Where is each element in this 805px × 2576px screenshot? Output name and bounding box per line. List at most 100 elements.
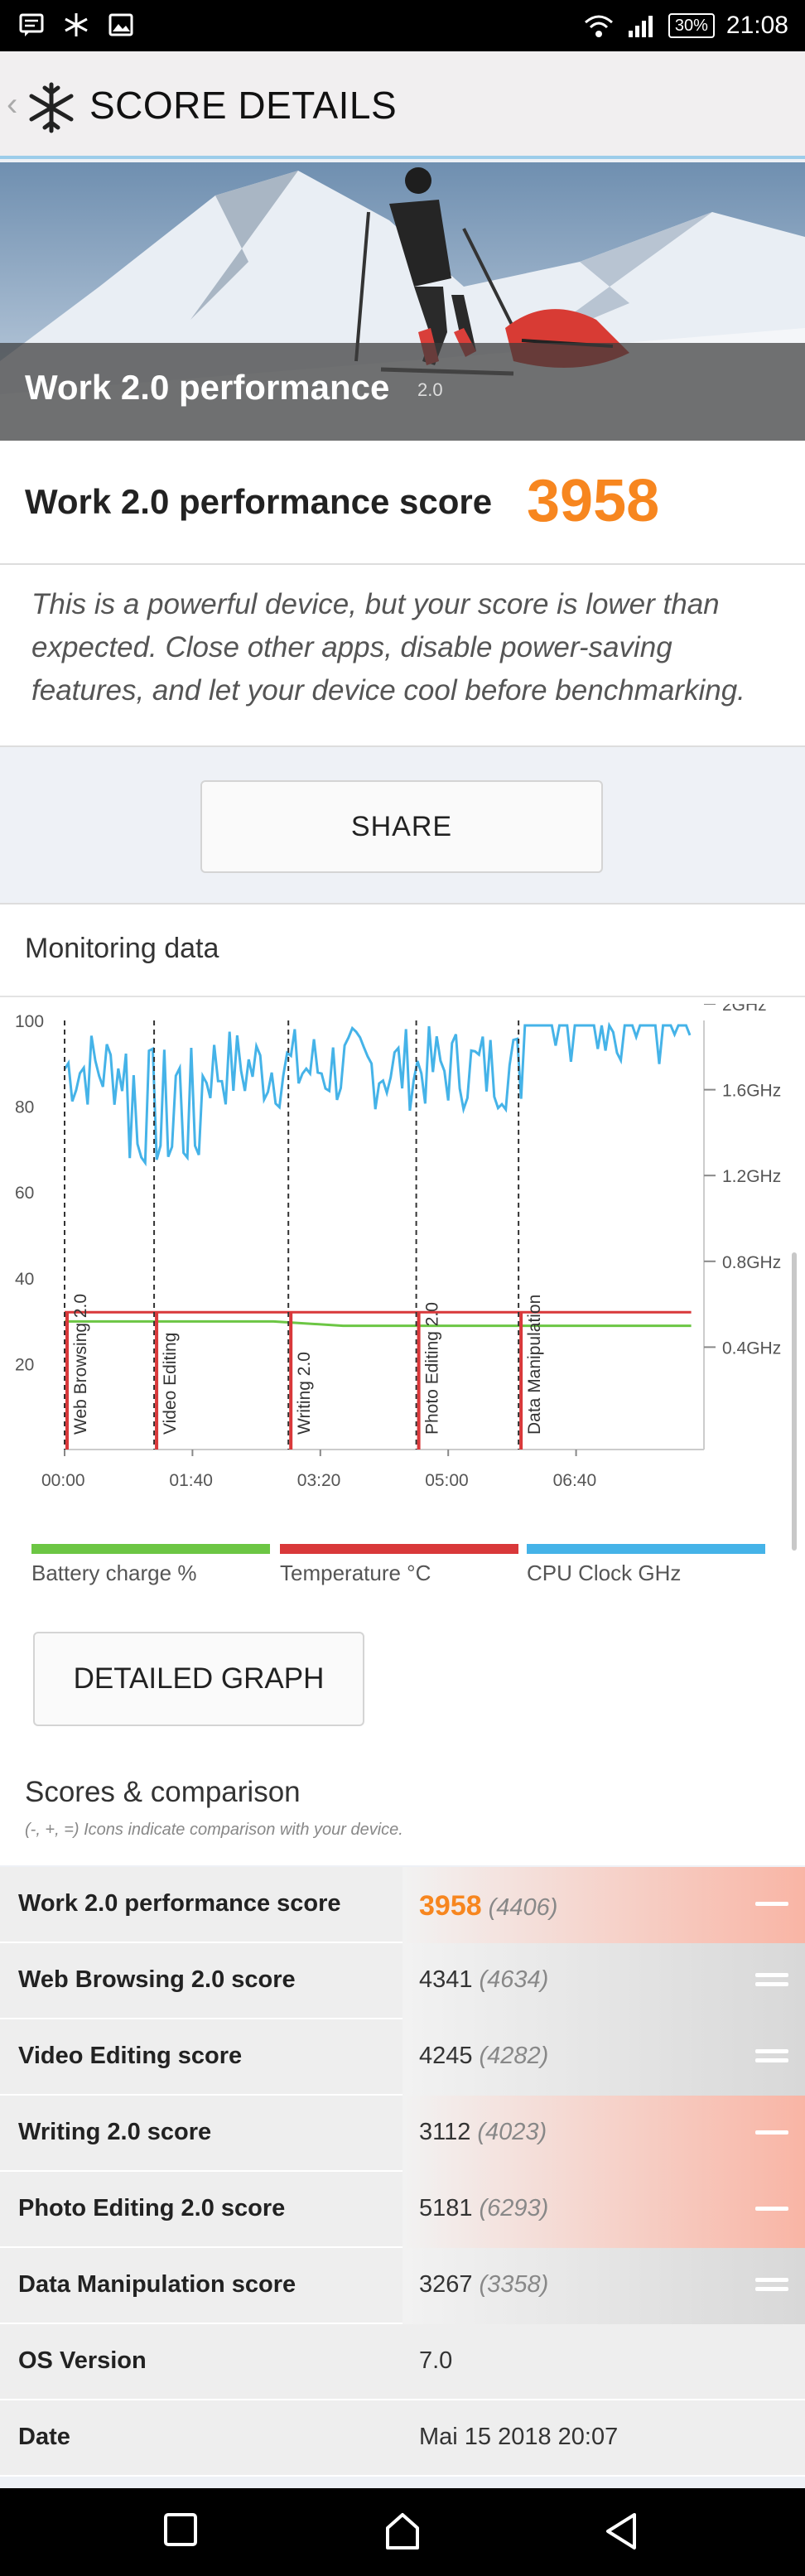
y-right-tick-label: 0.8GHz [722,1253,781,1272]
score-row-value: 3958 (4406) [419,1890,557,1922]
comparison-score: (6293) [479,2195,549,2221]
score-row-label: Web Browsing 2.0 score [18,1966,296,1993]
minus-icon [755,2130,788,2139]
share-button[interactable]: SHARE [200,780,603,873]
hero-version: 2.0 [417,379,443,400]
navigation-bar [0,2488,805,2576]
score-row-value-cell: 4245 (4282) [402,2019,805,2096]
back-icon[interactable] [603,2511,639,2551]
score-message-card: This is a powerful device, but your scor… [0,565,805,747]
score-row-label: Writing 2.0 score [18,2119,212,2145]
score-row-value: 3267 (3358) [419,2271,548,2299]
equal-icon [755,1973,788,1991]
message-icon [19,13,44,36]
hero-title: Work 2.0 performance [25,368,390,407]
divider [0,996,805,997]
icon-bar [755,2058,788,2062]
battery-series-line [65,1319,692,1328]
comparison-score: (3358) [479,2271,549,2298]
icon-bar [755,1973,788,1977]
home-icon[interactable] [383,2511,422,2551]
score-row-value: 3112 (4023) [419,2119,547,2146]
legend-swatch [31,1544,270,1554]
x-tick-label: 01:40 [169,1471,213,1490]
snowflake-logo-icon[interactable] [25,81,78,134]
x-tick-label: 05:00 [425,1471,469,1490]
score-row-label: Video Editing score [18,2043,243,2069]
x-tick-label: 06:40 [553,1471,597,1490]
minus-icon [755,2207,788,2216]
monitoring-card: Monitoring data 20 40 60 80 100 0.4GHz 0.8GHz 1… [0,903,805,1865]
back-chevron-icon[interactable]: ‹ [7,86,18,123]
comparison-score: (4634) [479,1966,549,1993]
hero-banner: Work 2.0 performance 2.0 [0,162,805,441]
image-icon [108,13,133,36]
scores-subtitle: (-, +, =) Icons indicate comparison with… [25,1821,403,1839]
score-row-value-cell: Mai 15 2018 20:07 [402,2400,805,2477]
y-tick-label: 100 [15,1012,44,1031]
comparison-score: (4023) [477,2119,547,2145]
score-label: Work 2.0 performance score [25,482,493,521]
clock: 21:08 [725,12,788,39]
score-row-value-cell: 3958 (4406) [402,1867,805,1943]
segment-label: Photo Editing 2.0 [423,1302,442,1435]
y-tick-label: 40 [15,1270,34,1289]
score-value: 3112 [419,2119,471,2145]
score-row-label: OS Version [18,2347,147,2374]
scrollbar[interactable] [792,1252,797,1551]
legend-swatch [280,1544,518,1554]
score-row-value-cell: 7.0 [402,2324,805,2400]
cpu-clock-series-line [63,1021,692,1167]
score-value: 3267 [419,2271,473,2298]
score-row-value: 4341 (4634) [419,1966,548,1994]
score-row-value: 7.0 [419,2347,452,2375]
status-bar: 30% 21:08 [0,0,805,51]
legend-battery: Battery charge % [31,1544,270,1586]
equal-icon [755,2278,788,2296]
y-right-tick-label: 2GHz [722,1004,767,1015]
score-row-label: Photo Editing 2.0 score [18,2195,286,2221]
score-row: Writing 2.0 score 3112 (4023) [0,2096,805,2172]
snowflake-icon [65,13,88,36]
y-right-tick-label: 0.4GHz [722,1339,781,1358]
score-row-value: 4245 (4282) [419,2043,548,2070]
x-tick-label: 03:20 [297,1471,341,1490]
y-right-tick-label: 1.6GHz [722,1082,781,1101]
detailed-graph-button[interactable]: DETAILED GRAPH [33,1632,364,1726]
score-value: 3958 [419,1890,482,1922]
score-row-value-cell: 3267 (3358) [402,2248,805,2324]
battery-indicator: 30% [668,13,715,38]
recents-icon[interactable] [162,2511,199,2548]
icon-bar [755,2207,788,2211]
score-message: This is a powerful device, but your scor… [31,588,745,707]
score-row: Photo Editing 2.0 score 5181 (6293) [0,2172,805,2248]
icon-bar [755,2049,788,2053]
score-row-value-cell: 5181 (6293) [402,2172,805,2248]
score-row-value: Mai 15 2018 20:07 [419,2424,618,2451]
equal-icon [755,2049,788,2067]
score-row: OS Version 7.0 [0,2324,805,2400]
legend-label: CPU Clock GHz [527,1561,682,1585]
score-value: 4341 [419,1966,473,1993]
score-row: Date Mai 15 2018 20:07 [0,2400,805,2477]
icon-bar [755,1902,788,1906]
segment-label: Video Editing [161,1333,180,1435]
score-value: 7.0 [419,2347,453,2374]
x-tick-label: 00:00 [41,1471,85,1490]
score-value: 4245 [419,2043,473,2069]
icon-bar [755,1982,788,1986]
score-row: Web Browsing 2.0 score 4341 (4634) [0,1943,805,2019]
hero-title-band [0,343,805,441]
score-row: Video Editing score 4245 (4282) [0,2019,805,2096]
icon-bar [755,2278,788,2282]
signal-icon [628,16,653,37]
segment-label: Web Browsing 2.0 [71,1294,90,1435]
legend-temperature: Temperature °C [280,1544,518,1586]
legend-label: Temperature °C [280,1561,431,1585]
score-row-value-cell: 4341 (4634) [402,1943,805,2019]
legend-swatch [527,1544,765,1554]
score-value: 3958 [527,468,660,534]
y-tick-label: 20 [15,1355,34,1374]
wifi-icon [584,15,613,37]
y-tick-label: 60 [15,1184,34,1203]
